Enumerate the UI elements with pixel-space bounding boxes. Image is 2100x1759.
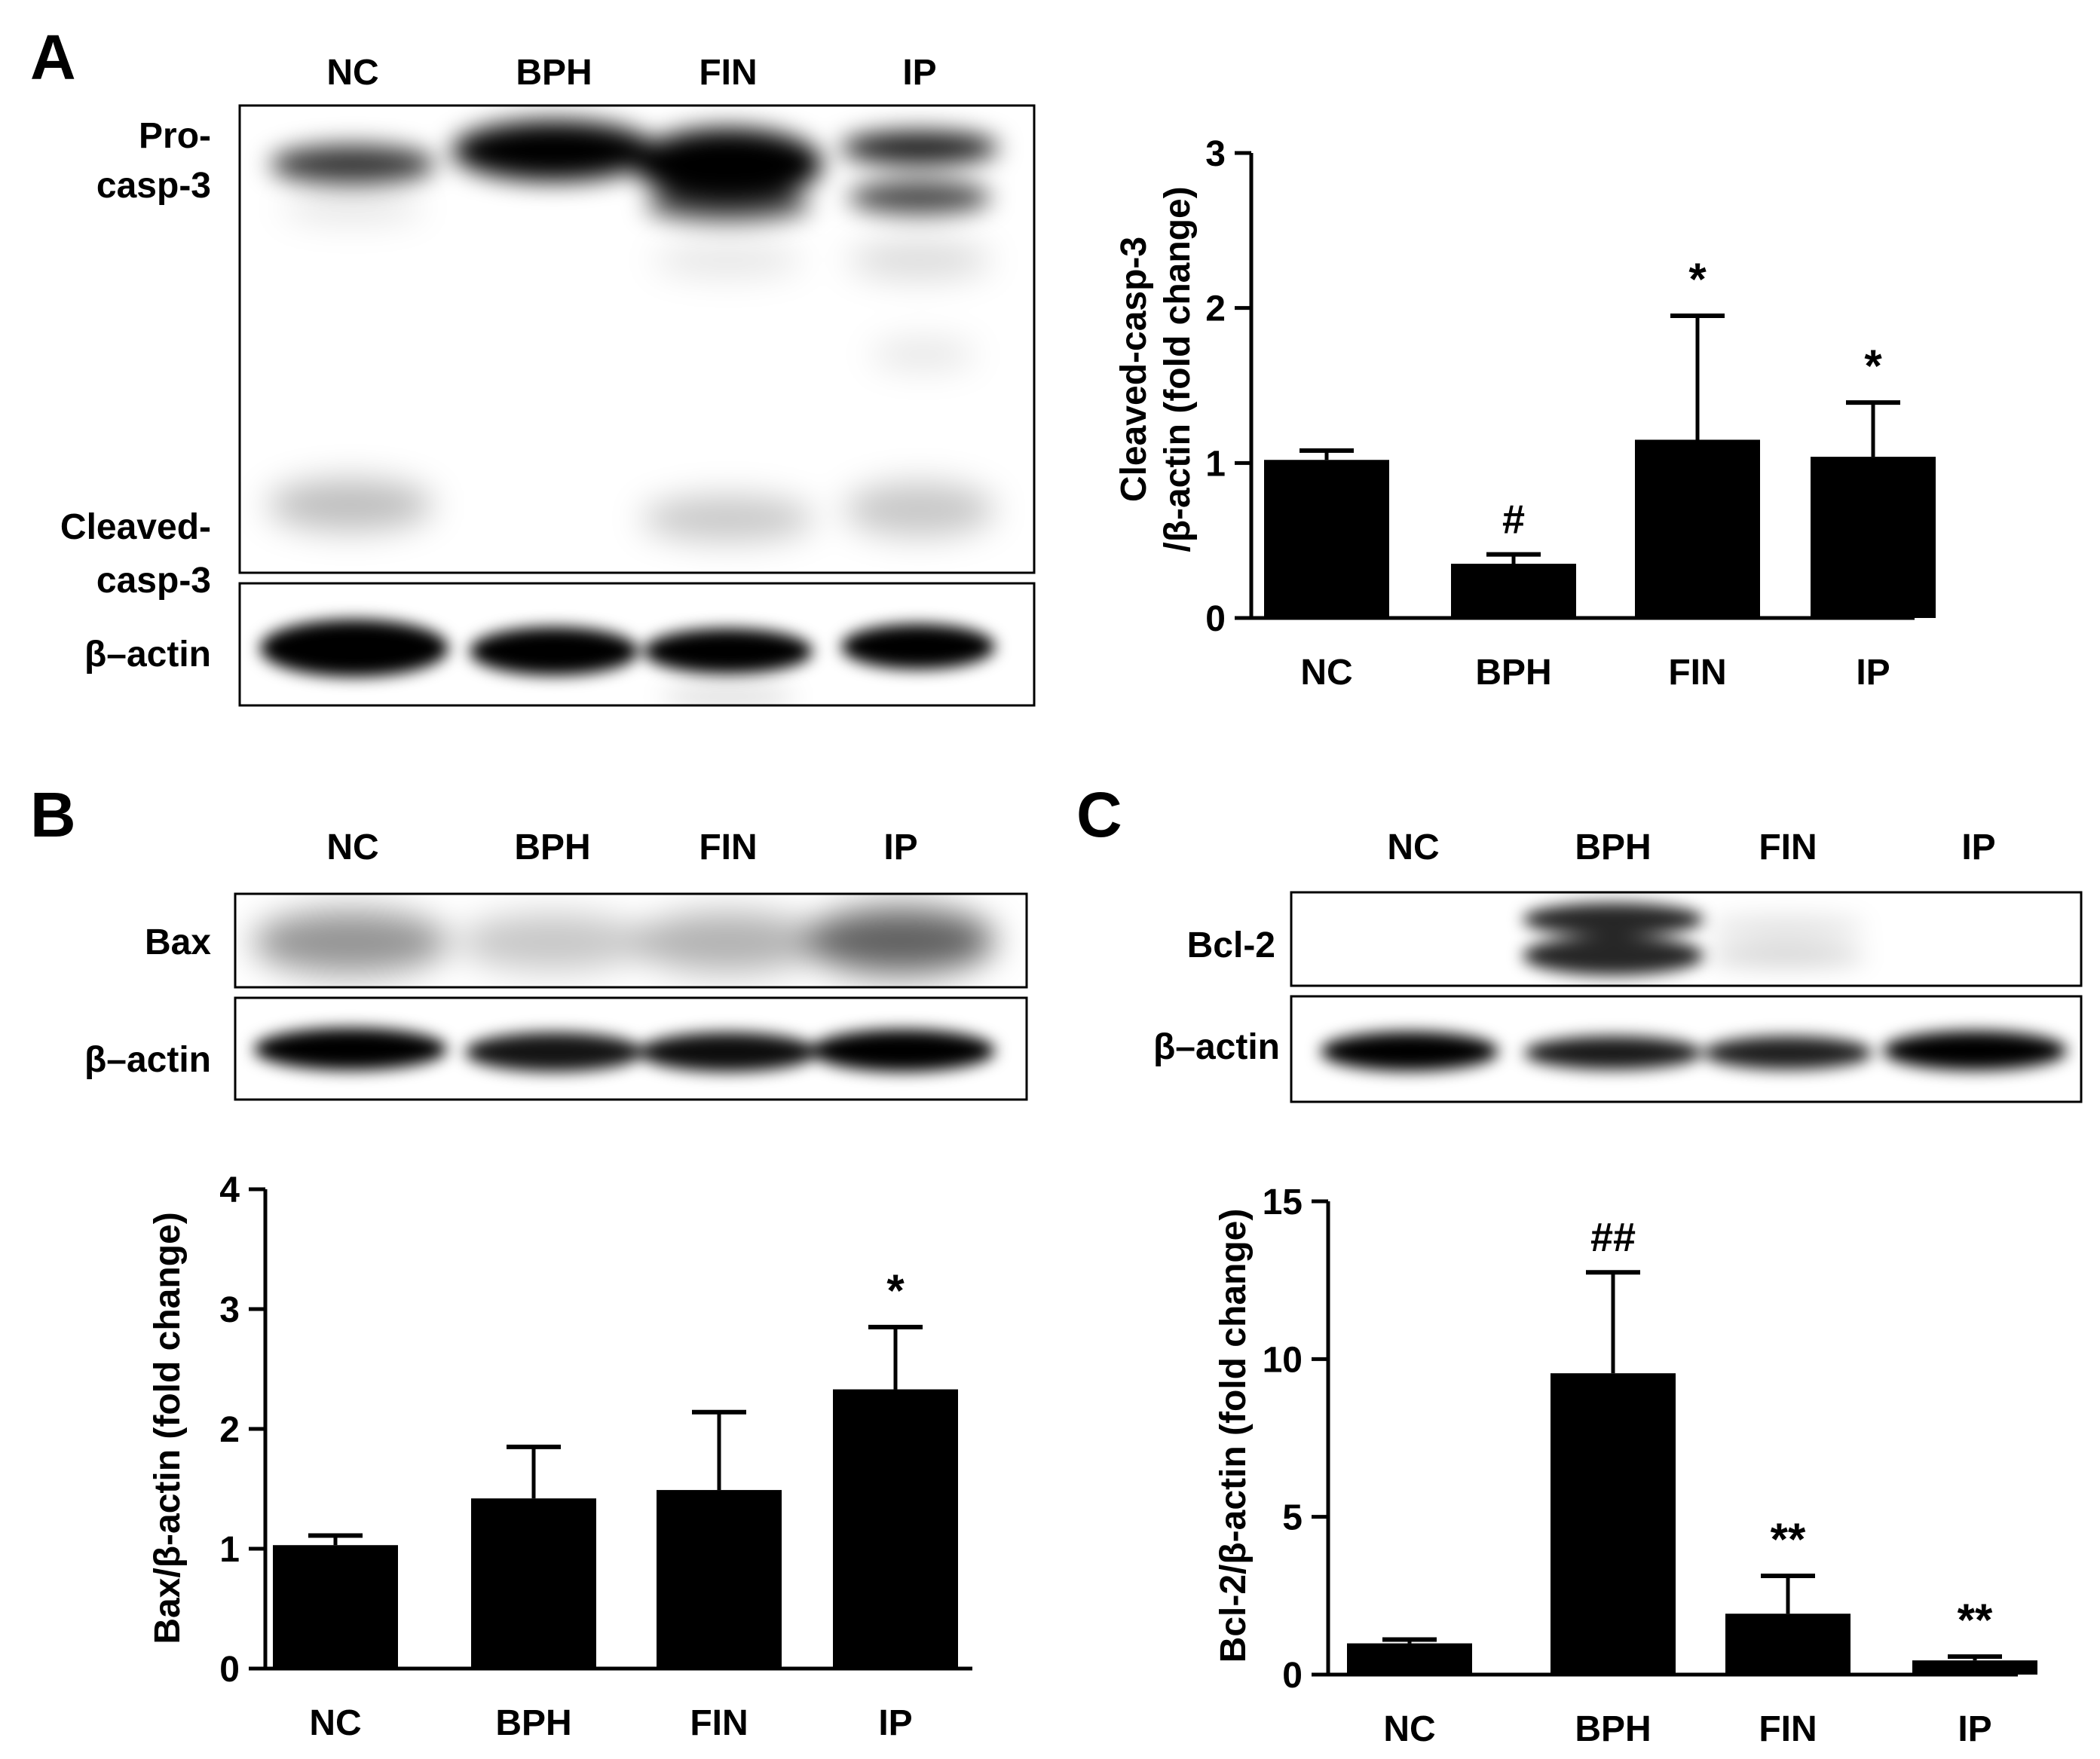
chart-c-bar [1551, 1373, 1676, 1675]
chart-a-ylabel-line1: Cleaved-casp-3 [1114, 237, 1154, 502]
panel-a-lane-labels: NC BPH FIN IP [326, 53, 936, 93]
chart-c-bar [1725, 1614, 1851, 1675]
pro-casp3-label-line2: casp-3 [96, 166, 211, 206]
chart-b-bar [471, 1498, 596, 1669]
chart-b-ytick-label: 4 [219, 1170, 240, 1210]
chart-a-category-label: BPH [1475, 653, 1551, 693]
chart-a-ytick-label: 3 [1205, 134, 1226, 174]
bax-blot-image [234, 892, 1028, 989]
chart-b-significance-mark: * [886, 1265, 905, 1316]
chart-b-bar [833, 1389, 958, 1669]
panel-b-lane-nc: NC [326, 827, 378, 867]
chart-a-ytick-label: 2 [1205, 289, 1226, 329]
panel-c-lane-nc: NC [1387, 827, 1439, 867]
chart-b-category-label: NC [309, 1703, 361, 1743]
chart-b-ytick-label: 3 [219, 1290, 240, 1330]
chart-c-ylabel: Bcl-2/β-actin (fold change) [1214, 1209, 1254, 1663]
chart-c-ytick-label: 10 [1263, 1340, 1303, 1380]
panel-c-actin-label: β–actin [1153, 1027, 1280, 1067]
panel-c-lane-ip: IP [1961, 827, 1995, 867]
panel-a-blot-labels: Pro- casp-3 Cleaved- casp-3 β–actin [60, 116, 211, 675]
panel-c-actin-blot-image [1290, 995, 2083, 1103]
bax-label: Bax [145, 922, 211, 962]
chart-b: Bax/β-actin (fold change) 0 1 2 3 4 NC BPH FIN *… [148, 1170, 972, 1743]
panel-a-lane-ip: IP [902, 53, 936, 93]
panel-c-letter: C [1076, 779, 1122, 850]
chart-c-significance-mark: ** [1771, 1514, 1806, 1565]
panel-b-lane-fin: FIN [699, 827, 757, 867]
pro-casp3-label-line1: Pro- [139, 116, 211, 156]
panel-b-actin-label: β–actin [84, 1040, 211, 1080]
panel-a-actin-blot-image [238, 582, 1036, 707]
panel-b-actin-blot-image [234, 996, 1028, 1101]
bcl2-blot-image [1290, 891, 2083, 987]
chart-b-ylabel: Bax/β-actin (fold change) [148, 1212, 188, 1644]
chart-b-ytick-label: 0 [219, 1650, 240, 1690]
chart-a-ylabel-line2: /β-actin (fold change) [1158, 186, 1198, 552]
chart-b-bar [657, 1490, 782, 1669]
chart-a-bar [1635, 439, 1760, 618]
chart-c-significance-mark: ## [1590, 1215, 1636, 1260]
casp3-blot-image [238, 104, 1036, 574]
panel-b-letter: B [30, 779, 76, 850]
cleaved-casp3-label-line1: Cleaved- [60, 507, 211, 547]
chart-a-bar [1264, 460, 1389, 618]
chart-b-ytick-label: 2 [219, 1410, 240, 1450]
chart-a-ytick-label: 1 [1205, 444, 1226, 484]
chart-b-ytick-label: 1 [219, 1530, 240, 1570]
panel-a-lane-bph: BPH [516, 53, 592, 93]
chart-a-significance-mark: * [1864, 341, 1882, 391]
chart-c-ytick-label: 15 [1263, 1182, 1303, 1222]
panel-a-actin-label: β–actin [84, 635, 211, 675]
bcl2-label: Bcl-2 [1187, 925, 1275, 965]
chart-b-category-label: IP [878, 1703, 912, 1743]
chart-a-category-label: IP [1856, 653, 1890, 693]
chart-c-category-label: FIN [1759, 1709, 1817, 1749]
panel-c-lane-bph: BPH [1575, 827, 1651, 867]
chart-b-bar [273, 1545, 398, 1669]
chart-c-category-label: IP [1958, 1709, 1991, 1749]
chart-a-category-label: NC [1300, 653, 1352, 693]
chart-a-category-label: FIN [1668, 653, 1726, 693]
chart-c-ytick-label: 5 [1282, 1498, 1303, 1538]
chart-b-category-label: BPH [495, 1703, 571, 1743]
chart-c-bar [1347, 1643, 1472, 1675]
panel-c-lane-fin: FIN [1759, 827, 1817, 867]
panel-b-lane-bph: BPH [514, 827, 590, 867]
chart-c-significance-mark: ** [1958, 1595, 1993, 1645]
panel-c-lane-labels: NC BPH FIN IP [1387, 827, 1995, 867]
chart-a-significance-mark: # [1502, 497, 1525, 543]
chart-c: Bcl-2/β-actin (fold change) 0 5 10 15 NC ## BP… [1214, 1182, 2037, 1749]
chart-c-category-label: BPH [1575, 1709, 1651, 1749]
chart-c-ytick-label: 0 [1282, 1656, 1303, 1696]
chart-a: Cleaved-casp-3 /β-actin (fold change) 0 1… [1114, 134, 1936, 693]
chart-a-bar [1451, 564, 1576, 618]
panel-b-lane-ip: IP [883, 827, 917, 867]
chart-c-bar [1912, 1660, 2037, 1675]
chart-a-significance-mark: * [1688, 254, 1707, 304]
chart-a-bar [1811, 457, 1936, 618]
panel-a-lane-nc: NC [326, 53, 378, 93]
panel-a-letter: A [30, 22, 76, 93]
panel-a-lane-fin: FIN [699, 53, 757, 93]
chart-a-ytick-label: 0 [1205, 599, 1226, 639]
chart-c-category-label: NC [1383, 1709, 1435, 1749]
panel-b-lane-labels: NC BPH FIN IP [326, 827, 917, 867]
chart-b-category-label: FIN [690, 1703, 748, 1743]
cleaved-casp3-label-line2: casp-3 [96, 561, 211, 601]
